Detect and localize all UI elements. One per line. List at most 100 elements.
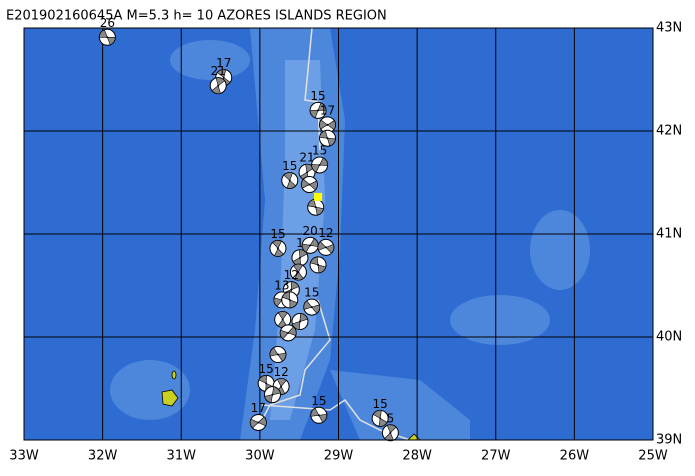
beach-ball: [281, 291, 299, 309]
x-tick-label: 33W: [9, 449, 39, 464]
beach-ball-center: [288, 179, 291, 182]
beach-ball: [263, 386, 281, 404]
y-tick-label: 40N: [656, 330, 682, 345]
beach-ball-center: [276, 247, 279, 250]
depth-label: 1: [296, 236, 304, 250]
depth-label: 17: [320, 103, 335, 117]
beach-ball: [279, 324, 297, 342]
beach-ball: [318, 129, 336, 147]
depth-label: 15: [310, 89, 325, 103]
beach-ball: [303, 298, 321, 316]
x-tick-label: 31W: [167, 449, 197, 464]
beach-ball: [318, 116, 336, 134]
beach-ball-center: [379, 417, 382, 420]
beach-ball: [291, 313, 309, 331]
y-tick-label: 42N: [656, 124, 682, 139]
depth-label: 20: [303, 224, 318, 238]
y-tick-label: 39N: [656, 433, 682, 448]
beach-ball: [309, 101, 327, 119]
beach-ball: [289, 263, 307, 281]
beach-ball-center: [326, 137, 329, 140]
x-tick-label: 32W: [88, 449, 118, 464]
beach-ball: [317, 238, 335, 256]
beach-ball-lobe: [281, 291, 298, 309]
beach-ball: [209, 77, 227, 95]
depth-label: 5: [387, 411, 395, 425]
beach-ball-center: [317, 414, 320, 417]
beach-ball: [310, 406, 328, 424]
depth-label: 15: [304, 286, 319, 300]
beach-ball-center: [217, 84, 220, 87]
beach-ball: [311, 156, 329, 174]
beach-ball: [309, 256, 327, 274]
depth-label: 15: [312, 143, 327, 157]
beach-ball-lobe: [291, 313, 308, 330]
beach-ball-lobe: [272, 240, 284, 257]
beach-ball-center: [280, 385, 283, 388]
beach-ball-center: [298, 320, 301, 323]
depth-label: 13: [274, 278, 289, 292]
beach-ball-lobe: [372, 410, 388, 427]
beach-ball-lobe: [211, 77, 225, 94]
x-tick-label: 30W: [245, 449, 275, 464]
beach-ball-center: [306, 171, 309, 174]
beach-ball: [307, 198, 325, 216]
beach-ball-center: [314, 206, 317, 209]
y-tick-label: 41N: [656, 227, 682, 242]
beach-ball: [269, 346, 287, 364]
x-tick-label: 28W: [402, 449, 432, 464]
beach-ball-center: [309, 244, 312, 247]
main-event: [314, 192, 323, 201]
beach-ball: [300, 176, 318, 194]
depth-label: 17: [216, 56, 231, 70]
x-tick-label: 27W: [481, 449, 511, 464]
beach-ball-lobe: [309, 102, 327, 119]
beach-ball-center: [310, 306, 313, 309]
beach-ball-center: [326, 123, 329, 126]
beach-ball-center: [288, 298, 291, 301]
beach-ball: [269, 239, 287, 257]
beach-ball-center: [271, 393, 274, 396]
y-tick-label: 43N: [656, 21, 682, 36]
depth-label: 15: [311, 394, 326, 408]
beach-ball: [381, 424, 399, 442]
beach-ball-center: [281, 318, 284, 321]
beach-ball-lobe: [309, 256, 327, 274]
beach-ball-center: [389, 431, 392, 434]
depth-label: 15: [270, 227, 285, 241]
beach-ball-center: [298, 256, 301, 259]
beach-ball-lobe: [283, 172, 297, 189]
beach-ball: [371, 409, 389, 427]
beach-ball-lobe: [293, 263, 304, 281]
x-tick-label: 26W: [560, 449, 590, 464]
beach-ball-center: [324, 246, 327, 249]
beach-ball: [301, 236, 319, 254]
beach-ball: [249, 413, 267, 431]
beach-ball: [98, 28, 116, 46]
beach-ball-center: [276, 353, 279, 356]
beach-ball-center: [287, 331, 290, 334]
x-tick-label: 29W: [324, 449, 354, 464]
x-tick-label: 25W: [638, 449, 668, 464]
depth-label: 15: [373, 397, 388, 411]
beach-ball-center: [257, 421, 260, 424]
depth-label: 12: [273, 365, 288, 379]
depth-label: 21: [299, 151, 314, 165]
title: E201902160645A M=5.3 h= 10 AZORES ISLAND…: [6, 9, 387, 24]
depth-label: 26: [100, 16, 115, 30]
beach-ball-center: [308, 183, 311, 186]
beach-ball-center: [317, 109, 320, 112]
depth-label: 12: [318, 226, 333, 240]
depth-label: 15: [282, 159, 297, 173]
depth-label: 21: [211, 64, 226, 78]
beach-ball-center: [297, 271, 300, 274]
beach-ball-center: [265, 382, 268, 385]
beach-ball-center: [106, 36, 109, 39]
beach-ball-center: [317, 263, 320, 266]
frame: [23, 27, 654, 441]
beach-ball-lobe: [264, 386, 281, 403]
depth-label: 12: [284, 268, 299, 282]
beach-ball-center: [290, 288, 293, 291]
